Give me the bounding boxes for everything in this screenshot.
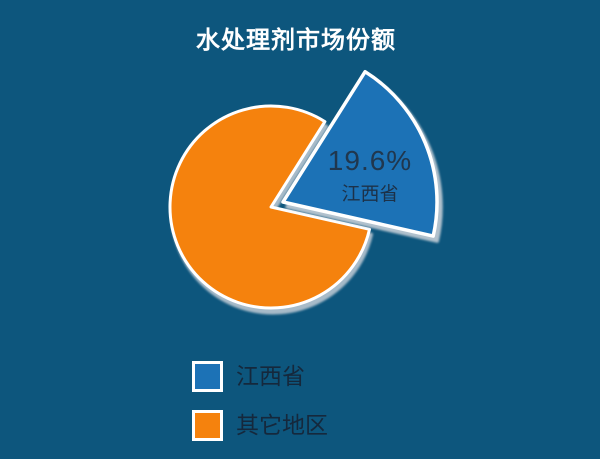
legend-swatch-jiangxi — [192, 361, 223, 392]
pie-slice-jiangxi[interactable] — [281, 69, 439, 238]
legend-swatch-other-regions — [192, 410, 223, 441]
legend-item-other-regions[interactable]: 其它地区 — [192, 410, 328, 441]
legend-item-jiangxi[interactable]: 江西省 — [192, 361, 328, 392]
legend-label-other-regions: 其它地区 — [236, 412, 328, 438]
chart-legend: 江西省 其它地区 — [192, 361, 328, 459]
chart-title: 水处理剂市场份额 — [196, 27, 396, 54]
legend-label-jiangxi: 江西省 — [236, 363, 305, 389]
pie-slice-other-regions[interactable] — [168, 104, 371, 310]
